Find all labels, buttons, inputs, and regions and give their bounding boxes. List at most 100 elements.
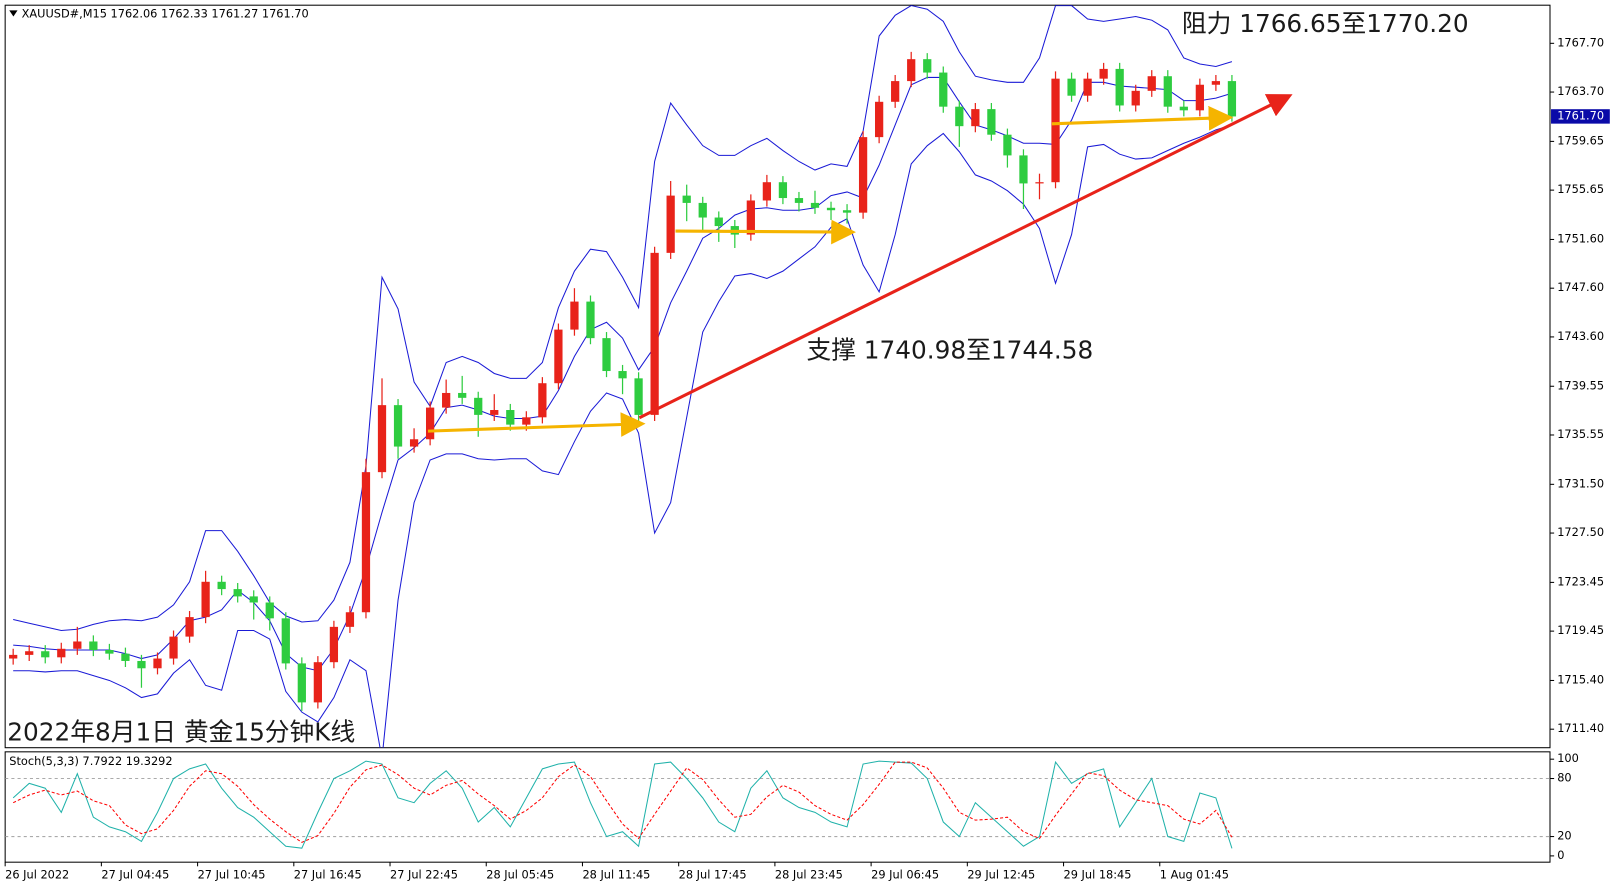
drawings [427,94,1293,437]
x-tick-label: 28 Jul 11:45 [582,868,650,882]
candle-body [538,383,547,418]
candle-body [41,651,50,658]
menu-triangle [9,10,18,17]
candle-body [794,198,804,203]
x-tick-label: 27 Jul 04:45 [101,868,169,882]
candle-body [137,660,146,669]
candle-body [1035,182,1044,184]
candle-body [377,405,387,473]
candle-body [586,301,595,339]
y-tick-label: 20 [1557,829,1571,843]
candle-body [987,109,996,135]
y-tick-label: 1715.40 [1557,672,1604,686]
candle-body [955,106,964,127]
y-tick-label: 1731.50 [1557,476,1604,490]
candle-body [1131,90,1140,106]
candle-body [1115,68,1124,106]
candle-body [875,101,884,138]
candle-body [939,72,948,107]
candle-body [73,641,82,649]
candle-body [746,200,755,235]
x-tick-label: 28 Jul 17:45 [679,868,747,882]
candle-body [618,371,627,379]
candle-body [425,407,435,440]
candle-body [858,137,868,213]
x-tick-label: 26 Jul 2022 [5,868,69,882]
stoch-plot [5,760,1550,849]
candle-body [458,392,467,398]
y-tick-label: 1743.60 [1557,329,1604,343]
stoch-line [12,761,1233,843]
candle-body [1003,134,1012,156]
candle-body [393,405,403,447]
y-tick-label: 80 [1557,771,1571,785]
main-frame [4,4,1551,749]
candle-body [1147,76,1156,91]
candle-body [1227,81,1237,117]
candle-body [201,581,210,618]
candle-body [762,182,772,201]
x-tick-label: 27 Jul 10:45 [198,868,266,882]
candle-body [971,109,980,127]
candle-body [153,658,162,669]
candle-body [826,207,836,211]
annotation: 支撑 1740.98至1744.58 [806,336,1093,365]
candle-body [778,182,788,199]
candle-body [25,651,34,655]
candle-body [57,648,66,658]
support-arrow [1051,105,1234,131]
bollinger-band [13,76,1233,672]
candle-body [1195,84,1204,111]
candle-body [634,378,643,415]
candle-body [698,202,707,218]
annotation: 2022年8月1日 黄金15分钟K线 [7,717,355,746]
candle-body [506,410,515,425]
y-tick-label: 1759.65 [1557,133,1604,147]
x-tick-label: 1 Aug 01:45 [1160,868,1229,882]
candle-body [121,653,130,661]
last-price-box [1551,109,1610,124]
y-tick-label: 100 [1557,751,1579,765]
candle-body [105,650,114,654]
trend-arrow [638,94,1293,420]
candle-body [474,397,483,415]
candle-body [169,636,178,659]
axes: 1767.70 1763.70 1759.65 1755.65 1751.60 1747.… [4,35,1610,882]
candle-body [249,596,258,603]
candle-body [570,301,579,330]
y-tick-label: 1727.50 [1557,525,1604,539]
y-tick-label: 1711.40 [1557,721,1604,735]
candle-body [650,252,659,415]
chart-header: XAUUSD#,M15 1762.06 1762.33 1761.27 1761… [22,6,309,20]
x-tick-label: 29 Jul 12:45 [967,868,1035,882]
candle-body [442,392,451,408]
candle-body [810,202,820,208]
bollinger-band [13,124,1233,748]
y-tick-label: 1719.45 [1557,623,1604,637]
candle-body [891,81,900,102]
candle-body [409,439,419,447]
candle-body [233,589,242,597]
candle-body [297,663,306,703]
candle-body [1099,68,1108,79]
support-arrow [675,219,856,245]
x-tick-label: 28 Jul 05:45 [486,868,554,882]
candle-body [554,329,563,384]
candle-body [1083,78,1092,96]
candle-body [1051,78,1060,183]
candle-body [1163,76,1172,107]
y-tick-label: 0 [1557,848,1564,862]
y-tick-label: 1723.45 [1557,574,1604,588]
candle-body [907,59,916,82]
candle-body [1019,155,1028,184]
bollinger-band [13,5,1233,632]
candle-body [522,417,531,425]
candle-body [345,612,355,627]
candle-body [217,581,226,590]
annotation: 阻力 1766.65至1770.20 [1182,9,1469,38]
y-tick-label: 1755.65 [1557,182,1604,196]
candle-body [185,617,194,637]
candle-body [361,472,371,613]
